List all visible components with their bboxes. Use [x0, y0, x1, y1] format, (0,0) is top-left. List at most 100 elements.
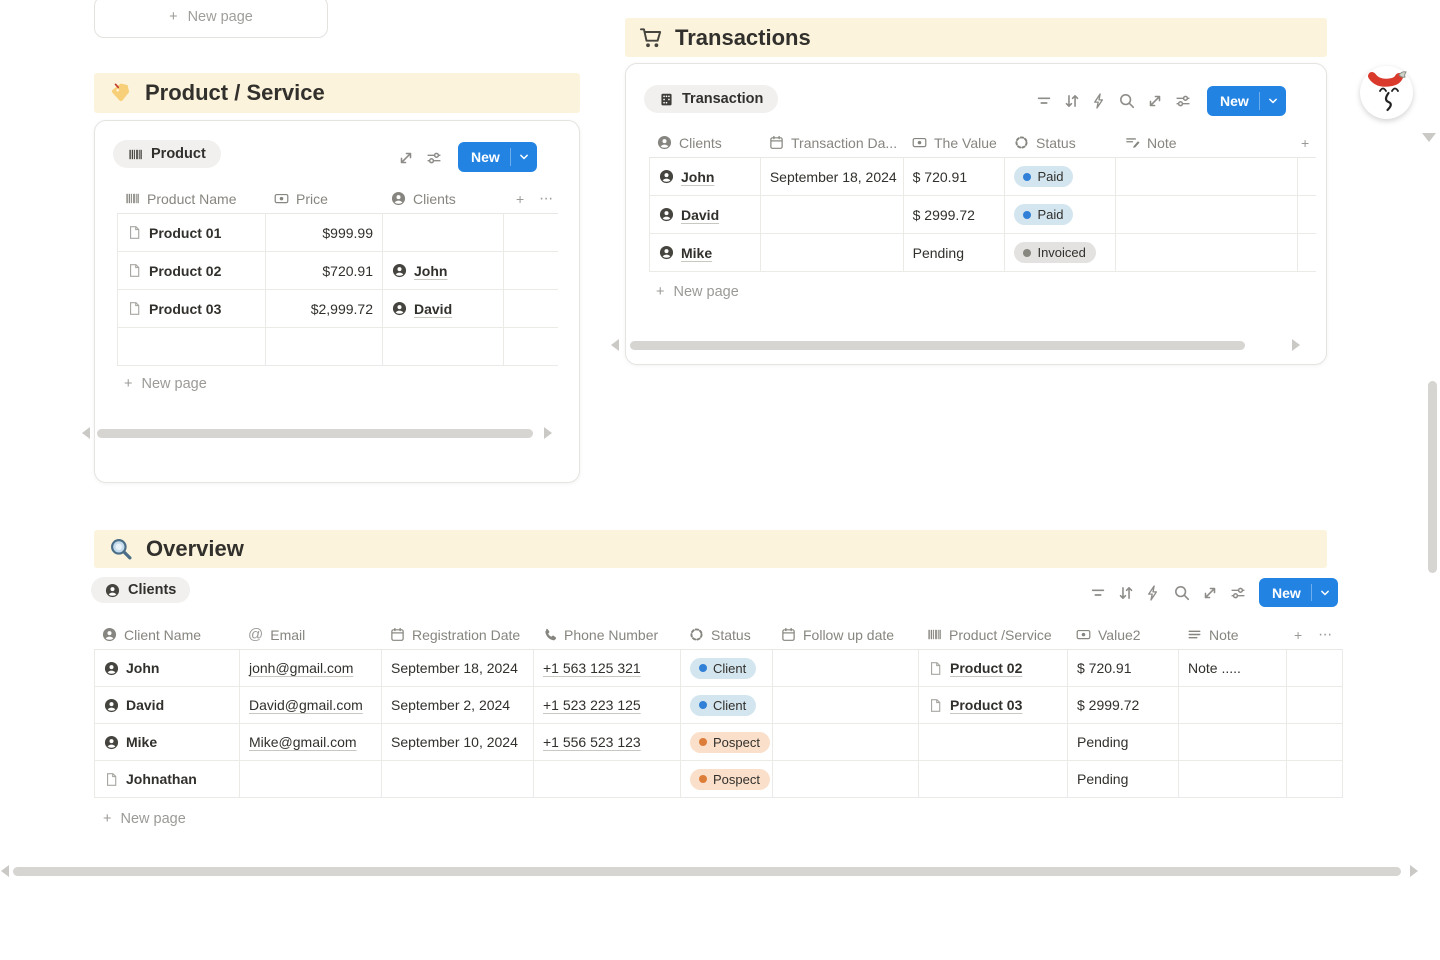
search-icon[interactable] [1118, 92, 1136, 110]
phone-link[interactable]: +1 556 523 123 [543, 734, 641, 750]
product-name-cell[interactable]: Product 02 [117, 252, 266, 289]
product-new-page[interactable]: New page [124, 376, 206, 392]
product-cell[interactable] [919, 761, 1068, 797]
ellipsis-icon[interactable] [1318, 626, 1332, 643]
product-new-button[interactable]: New [458, 142, 537, 172]
phone-cell[interactable]: +1 523 223 125 [534, 687, 681, 723]
email-link[interactable]: David@gmail.com [249, 697, 363, 713]
value2-cell[interactable]: $ 2999.72 [1068, 687, 1179, 723]
lightning-icon[interactable] [1144, 584, 1162, 602]
chevron-down-icon[interactable] [1312, 578, 1338, 607]
chevron-down-icon[interactable] [1260, 86, 1286, 116]
product-cell[interactable]: Product 02 [919, 650, 1068, 686]
email-cell[interactable]: Mike@gmail.com [240, 724, 382, 760]
table-row-empty[interactable] [117, 328, 558, 366]
add-column-icon[interactable] [1294, 627, 1302, 643]
client-link[interactable]: John [681, 168, 715, 185]
status-badge[interactable]: Pospect [690, 731, 770, 753]
status-cell[interactable]: Invoiced [1005, 234, 1117, 271]
chili-widget-logo[interactable] [1360, 63, 1415, 119]
page-scroll-right-arrow[interactable] [1410, 865, 1418, 877]
date-cell[interactable]: September 18, 2024 [761, 158, 904, 195]
note-cell[interactable] [1179, 687, 1287, 723]
product-link[interactable]: Product 03 [950, 697, 1023, 713]
value2-cell[interactable]: Pending [1068, 761, 1179, 797]
client-link[interactable]: Mike [681, 244, 713, 261]
product-name-cell[interactable]: Product 03 [117, 290, 266, 327]
scroll-down-arrow[interactable] [1422, 133, 1436, 142]
page-horizontal-scrollbar[interactable] [13, 867, 1401, 876]
note-cell[interactable] [1116, 234, 1298, 271]
client-link[interactable]: David [414, 300, 453, 317]
column-phone-number[interactable]: Phone Number [534, 620, 681, 649]
settings-icon[interactable] [1174, 92, 1192, 110]
client-cell[interactable]: Mike [649, 234, 761, 271]
status-badge[interactable]: Client [690, 657, 757, 679]
product-name-cell[interactable]: Product 01 [117, 214, 266, 251]
add-column-icon[interactable] [516, 191, 524, 207]
date-cell[interactable] [761, 196, 904, 233]
horizontal-scrollbar[interactable] [630, 341, 1245, 350]
client-cell[interactable]: John [649, 158, 761, 195]
product-link[interactable]: Product 02 [950, 660, 1023, 676]
status-badge[interactable]: Pospect [690, 768, 770, 790]
column-clients[interactable]: Clients [383, 184, 504, 213]
value2-cell[interactable]: Pending [1068, 724, 1179, 760]
client-name-cell[interactable]: Mike [94, 724, 240, 760]
note-cell[interactable] [1116, 158, 1298, 195]
status-cell[interactable]: Client [681, 650, 773, 686]
column-registration-date[interactable]: Registration Date [382, 620, 534, 649]
clients-cell[interactable]: David [383, 290, 504, 327]
email-link[interactable]: Mike@gmail.com [249, 734, 357, 750]
price-cell[interactable]: $720.91 [266, 252, 383, 289]
column-product-service[interactable]: Product /Service [919, 620, 1068, 649]
settings-icon[interactable] [1229, 584, 1247, 602]
status-badge[interactable]: Invoiced [1014, 242, 1096, 263]
overview-new-button[interactable]: New [1259, 578, 1338, 607]
column-note[interactable]: Note [1117, 128, 1299, 157]
email-link[interactable]: jonh@gmail.com [249, 660, 354, 676]
phone-cell[interactable] [534, 761, 681, 797]
status-badge[interactable]: Paid [1014, 204, 1074, 225]
status-badge[interactable]: Client [690, 694, 757, 716]
reg-date-cell[interactable]: September 2, 2024 [382, 687, 534, 723]
product-cell[interactable] [919, 724, 1068, 760]
sort-icon[interactable] [1063, 92, 1081, 110]
status-cell[interactable]: Pospect [681, 761, 773, 797]
new-page-button-top[interactable]: New page [94, 0, 328, 38]
follow-up-cell[interactable] [773, 650, 919, 686]
price-cell[interactable]: $999.99 [266, 214, 383, 251]
status-cell[interactable]: Pospect [681, 724, 773, 760]
column-clients[interactable]: Clients [649, 128, 761, 157]
status-cell[interactable]: Paid [1005, 158, 1117, 195]
tab-transaction[interactable]: Transaction [644, 85, 779, 113]
vertical-scrollbar[interactable] [1428, 381, 1437, 573]
email-cell[interactable]: David@gmail.com [240, 687, 382, 723]
add-column-icon[interactable] [1301, 135, 1309, 151]
note-cell[interactable] [1116, 196, 1298, 233]
status-cell[interactable]: Paid [1005, 196, 1117, 233]
column-transaction-date[interactable]: Transaction Da... [761, 128, 904, 157]
column-price[interactable]: Price [266, 184, 383, 213]
scroll-left-arrow[interactable] [82, 427, 90, 439]
email-cell[interactable] [240, 761, 382, 797]
status-badge[interactable]: Paid [1014, 166, 1074, 187]
expand-icon[interactable] [1201, 584, 1219, 602]
date-cell[interactable] [761, 234, 904, 271]
column-client-name[interactable]: Client Name [94, 620, 240, 649]
ellipsis-icon[interactable] [539, 190, 553, 207]
expand-icon[interactable] [1146, 92, 1164, 110]
column-email[interactable]: Email [240, 620, 382, 649]
client-name-cell[interactable]: David [94, 687, 240, 723]
sort-icon[interactable] [1117, 584, 1135, 602]
value-cell[interactable]: $ 720.91 [904, 158, 1006, 195]
page-scroll-left-arrow[interactable] [1, 865, 9, 877]
client-link[interactable]: David [681, 206, 720, 223]
scroll-right-arrow[interactable] [1292, 339, 1300, 351]
overview-new-page[interactable]: New page [103, 811, 185, 827]
status-cell[interactable]: Client [681, 687, 773, 723]
phone-cell[interactable]: +1 556 523 123 [534, 724, 681, 760]
price-cell[interactable]: $2,999.72 [266, 290, 383, 327]
column-note[interactable]: Note [1179, 620, 1287, 649]
phone-cell[interactable]: +1 563 125 321 [534, 650, 681, 686]
